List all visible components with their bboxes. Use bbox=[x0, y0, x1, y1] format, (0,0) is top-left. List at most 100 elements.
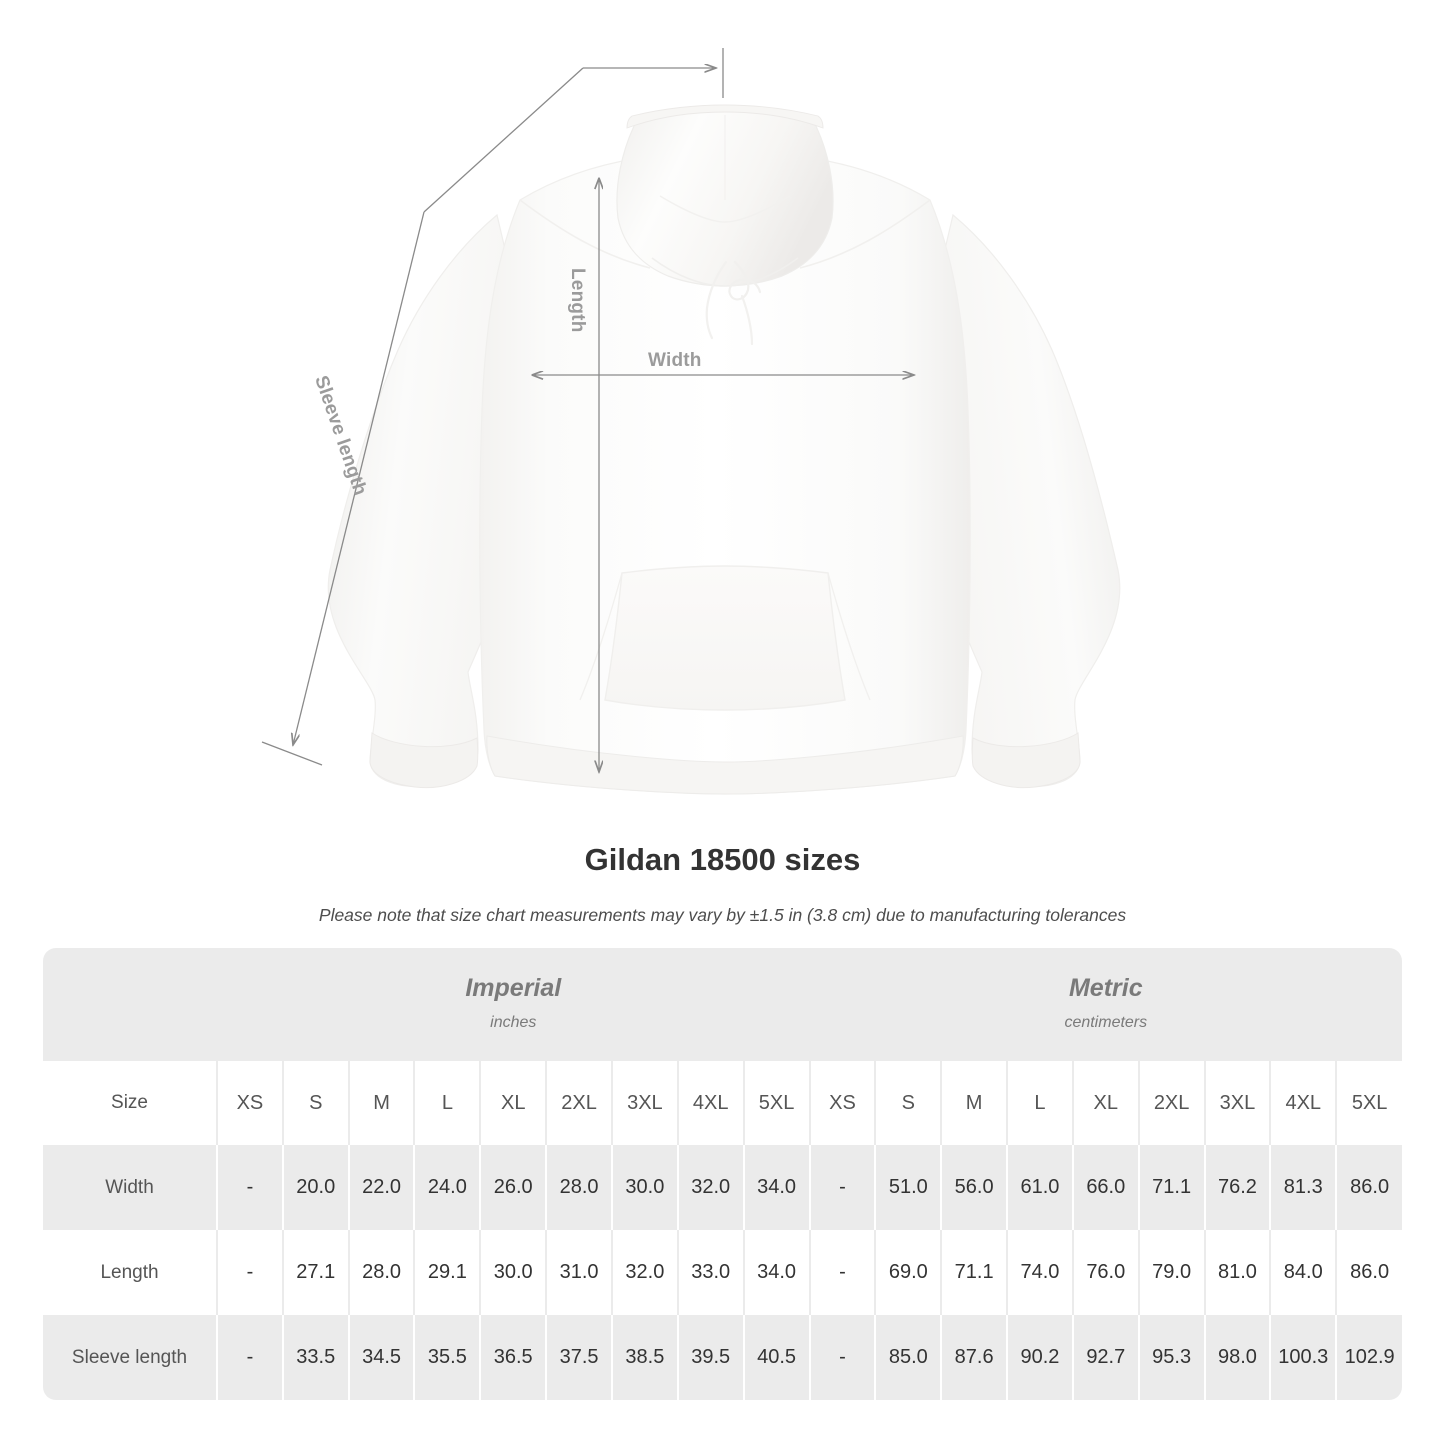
cell-length-imperial-2xl: 31.0 bbox=[545, 1230, 612, 1315]
cell-length-imperial-m: 28.0 bbox=[347, 1230, 415, 1315]
size-header-metric-5xl: 5XL bbox=[1335, 1061, 1403, 1145]
cell-length-metric-2xl: 79.0 bbox=[1137, 1230, 1205, 1315]
cell-width-metric-l: 61.0 bbox=[1006, 1145, 1073, 1230]
cell-width-metric-xs: - bbox=[808, 1145, 876, 1230]
cell-length-metric-xl: 76.0 bbox=[1071, 1230, 1139, 1315]
metric-system-label: Metric bbox=[1068, 973, 1143, 1002]
cell-sleeve-length-metric-l: 90.2 bbox=[1006, 1315, 1073, 1400]
cell-width-metric-m: 56.0 bbox=[940, 1145, 1008, 1230]
cell-sleeve-length-imperial-l: 35.5 bbox=[413, 1315, 481, 1400]
cell-sleeve-length-metric-2xl: 95.3 bbox=[1137, 1315, 1205, 1400]
imperial-system-label: Imperial bbox=[465, 973, 562, 1002]
cell-sleeve-length-metric-s: 85.0 bbox=[874, 1315, 942, 1400]
table-row: Width -20.0 22.0 24.0 26.0 28.0 30.0 32.0 34.0-5… bbox=[43, 1145, 1403, 1230]
cell-length-metric-m: 71.1 bbox=[940, 1230, 1008, 1315]
size-header-imperial-m: M bbox=[347, 1061, 415, 1145]
cell-width-imperial-l: 24.0 bbox=[413, 1145, 481, 1230]
hood-edge bbox=[626, 104, 824, 129]
unit-banner-row: Imperial inches Metric centimeters bbox=[43, 948, 1403, 1061]
cell-sleeve-length-metric-m: 87.6 bbox=[940, 1315, 1008, 1400]
hood-inner-curve bbox=[659, 195, 791, 223]
row-label-length: Length bbox=[43, 1230, 217, 1315]
size-header-imperial-xl: XL bbox=[479, 1061, 547, 1145]
cell-length-metric-s: 69.0 bbox=[874, 1230, 942, 1315]
size-header-imperial-3xl: 3XL bbox=[610, 1061, 678, 1145]
drawstring-left bbox=[705, 260, 728, 340]
size-header-row: Size XS S M L XL 2XL 3XL 4XL 5XL XS S M L XL 2XL 3XL 4XL 5… bbox=[43, 1061, 1403, 1145]
sleeve-bottom-tick bbox=[261, 741, 323, 766]
hoodie-svg bbox=[261, 48, 1121, 795]
cell-sleeve-length-imperial-3xl: 38.5 bbox=[610, 1315, 678, 1400]
cell-width-imperial-4xl: 32.0 bbox=[676, 1145, 744, 1230]
drawstring-right bbox=[740, 294, 754, 346]
cell-width-metric-3xl: 76.2 bbox=[1203, 1145, 1271, 1230]
metric-unit-cell: Metric centimeters bbox=[809, 948, 1403, 1061]
front-pocket bbox=[604, 565, 846, 711]
cell-width-metric-s: 51.0 bbox=[874, 1145, 942, 1230]
cell-sleeve-length-imperial-xs: - bbox=[216, 1315, 283, 1400]
size-header-metric-2xl: 2XL bbox=[1137, 1061, 1205, 1145]
metric-measure-label: centimeters bbox=[1064, 1013, 1148, 1031]
cell-width-imperial-m: 22.0 bbox=[347, 1145, 415, 1230]
size-header-metric-3xl: 3XL bbox=[1203, 1061, 1271, 1145]
cell-sleeve-length-imperial-5xl: 40.5 bbox=[742, 1315, 810, 1400]
size-header-imperial-s: S bbox=[281, 1061, 349, 1145]
size-header-metric-m: M bbox=[940, 1061, 1008, 1145]
size-header-metric-4xl: 4XL bbox=[1269, 1061, 1337, 1145]
hoodie-illustration: Length Width Sleeve length bbox=[261, 48, 1121, 795]
cell-length-imperial-3xl: 32.0 bbox=[610, 1230, 678, 1315]
left-shoulder-seam bbox=[519, 199, 651, 269]
row-label-sleeve-length: Sleeve length bbox=[43, 1315, 217, 1400]
garment-shape bbox=[327, 104, 1121, 795]
cell-sleeve-length-metric-3xl: 98.0 bbox=[1203, 1315, 1271, 1400]
drawstring-knot bbox=[728, 260, 762, 301]
size-header-metric-xl: XL bbox=[1071, 1061, 1139, 1145]
cell-sleeve-length-metric-xs: - bbox=[808, 1315, 876, 1400]
cell-length-imperial-xs: - bbox=[216, 1230, 283, 1315]
cell-sleeve-length-imperial-s: 33.5 bbox=[281, 1315, 349, 1400]
cell-sleeve-length-metric-4xl: 100.3 bbox=[1269, 1315, 1337, 1400]
size-header-imperial-4xl: 4XL bbox=[676, 1061, 744, 1145]
cell-width-metric-2xl: 71.1 bbox=[1137, 1145, 1205, 1230]
imperial-unit-cell: Imperial inches bbox=[217, 948, 810, 1061]
cell-width-metric-xl: 66.0 bbox=[1071, 1145, 1139, 1230]
imperial-measure-label: inches bbox=[490, 1013, 537, 1031]
cell-width-imperial-2xl: 28.0 bbox=[545, 1145, 612, 1230]
size-header-imperial-xs: XS bbox=[216, 1061, 283, 1145]
size-header-cell: Size bbox=[43, 1061, 217, 1145]
table-row: Sleeve length -33.5 34.5 35.5 36.5 37.5 38.5 39… bbox=[43, 1315, 1403, 1400]
cell-sleeve-length-imperial-4xl: 39.5 bbox=[676, 1315, 744, 1400]
sleeve-diagonal-upper bbox=[423, 67, 584, 213]
dimension-lines bbox=[261, 48, 914, 772]
row-label-width: Width bbox=[43, 1145, 217, 1230]
sleeve-diagonal-lower bbox=[293, 211, 425, 745]
size-header-imperial-2xl: 2XL bbox=[545, 1061, 612, 1145]
size-header-imperial-l: L bbox=[413, 1061, 481, 1145]
size-header-metric-xs: XS bbox=[808, 1061, 876, 1145]
size-chart-container: Imperial inches Metric centimeters Size XS S M L… bbox=[43, 948, 1403, 1400]
cell-width-imperial-3xl: 30.0 bbox=[610, 1145, 678, 1230]
size-header-metric-s: S bbox=[874, 1061, 942, 1145]
page-title: Gildan 18500 sizes bbox=[584, 842, 861, 877]
left-cuff bbox=[369, 732, 479, 789]
pocket-right-opening bbox=[827, 572, 871, 701]
cell-length-metric-3xl: 81.0 bbox=[1203, 1230, 1271, 1315]
cell-width-imperial-s: 20.0 bbox=[281, 1145, 349, 1230]
cell-length-imperial-4xl: 33.0 bbox=[676, 1230, 744, 1315]
size-header-imperial-5xl: 5XL bbox=[742, 1061, 810, 1145]
cell-width-imperial-5xl: 34.0 bbox=[742, 1145, 810, 1230]
cell-length-metric-l: 74.0 bbox=[1006, 1230, 1073, 1315]
cell-width-imperial-xl: 26.0 bbox=[479, 1145, 547, 1230]
cell-width-metric-4xl: 81.3 bbox=[1269, 1145, 1337, 1230]
title-block: Gildan 18500 sizes Please note that size… bbox=[0, 840, 1445, 926]
cell-length-imperial-xl: 30.0 bbox=[479, 1230, 547, 1315]
neckline bbox=[651, 257, 799, 287]
cell-sleeve-length-imperial-xl: 36.5 bbox=[479, 1315, 547, 1400]
cell-sleeve-length-metric-xl: 92.7 bbox=[1071, 1315, 1139, 1400]
cell-sleeve-length-metric-5xl: 102.9 bbox=[1335, 1315, 1403, 1400]
cell-length-metric-5xl: 86.0 bbox=[1335, 1230, 1403, 1315]
right-shoulder-seam bbox=[799, 199, 931, 269]
table-row: Length -27.1 28.0 29.1 30.0 31.0 32.0 33.0 34.0-… bbox=[43, 1230, 1403, 1315]
cell-sleeve-length-imperial-2xl: 37.5 bbox=[545, 1315, 612, 1400]
cell-length-imperial-l: 29.1 bbox=[413, 1230, 481, 1315]
